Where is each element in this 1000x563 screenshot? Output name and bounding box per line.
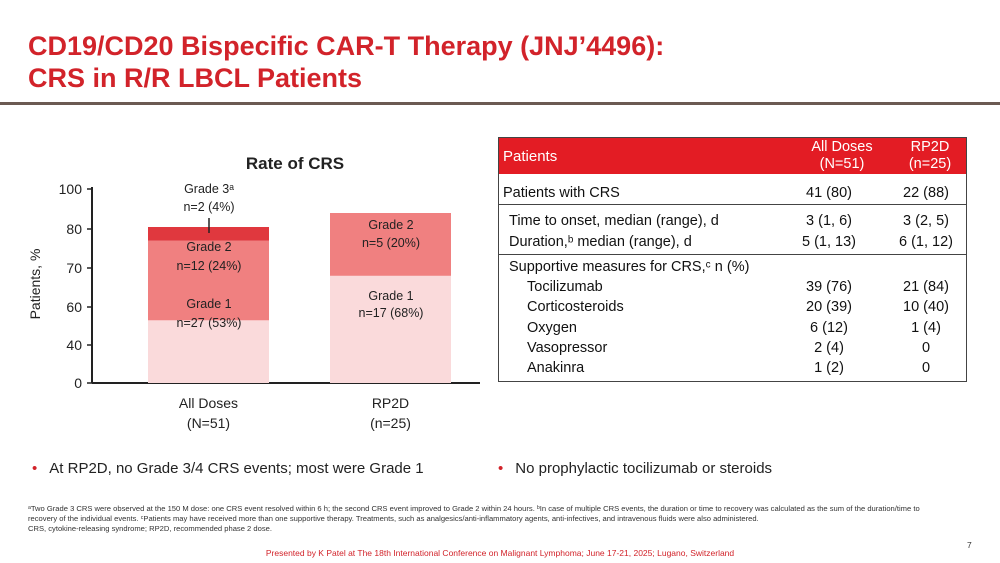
segment-data-label: n=27 (53%) <box>177 316 242 330</box>
footnote-text: ᵃTwo Grade 3 CRS were observed at the 15… <box>28 504 920 523</box>
bullet-dot-icon: • <box>498 460 504 477</box>
row-label: Duration,ᵇ median (range), d <box>509 234 692 250</box>
row-label: Corticosteroids <box>527 299 624 315</box>
segment-data-label: n=5 (20%) <box>362 236 420 250</box>
slide-title-line1: CD19/CD20 Bispecific CAR-T Therapy (JNJ’… <box>28 31 665 61</box>
y-tick-label: 70 <box>66 260 82 276</box>
category-sublabel: (n=25) <box>370 415 411 431</box>
row-value-all: 3 (1, 6) <box>806 213 852 229</box>
bar-segment-grade-1 <box>148 320 269 383</box>
bar-segment-grade-3 <box>148 227 269 241</box>
title-divider <box>0 102 1000 105</box>
row-value-rp2d: 10 (40) <box>903 299 949 315</box>
row-label: Tocilizumab <box>527 279 603 295</box>
row-label: Supportive measures for CRS,ᶜ n (%) <box>509 259 750 275</box>
slide-title: CD19/CD20 Bispecific CAR-T Therapy (JNJ’… <box>28 30 664 94</box>
crs-table: Patients All Doses (N=51) RP2D (n=25) Pa… <box>498 137 967 382</box>
row-value-rp2d: 22 (88) <box>903 185 949 201</box>
segment-data-label: Grade 2 <box>368 218 413 232</box>
bar-segment-grade-1 <box>330 275 451 383</box>
row-value-all: 6 (12) <box>810 320 848 336</box>
header-all-doses-n: (N=51) <box>819 156 865 172</box>
page-number: 7 <box>967 540 972 550</box>
table-row: Supportive measures for CRS,ᶜ n (%) <box>499 259 966 279</box>
row-value-rp2d: 6 (1, 12) <box>899 234 953 250</box>
row-value-all: 41 (80) <box>806 185 852 201</box>
bar-segment-grade-2 <box>148 240 269 321</box>
y-tick-label: 60 <box>66 299 82 315</box>
row-label: Vasopressor <box>527 340 608 356</box>
table-row: Oxygen 6 (12) 1 (4) <box>499 320 966 340</box>
grade3-callout-value: n=2 (4%) <box>183 200 234 214</box>
table-row: Corticosteroids 20 (39) 10 (40) <box>499 299 966 319</box>
header-rp2d: RP2D (n=25) <box>894 138 966 174</box>
row-divider <box>499 204 966 205</box>
category-sublabel: (N=51) <box>187 415 230 431</box>
row-value-all: 20 (39) <box>806 299 852 315</box>
header-patients: Patients <box>503 147 558 165</box>
segment-data-label: n=12 (24%) <box>177 259 242 273</box>
footnote-abbreviations: CRS, cytokine-releasing syndrome; RP2D, … <box>28 524 272 533</box>
bullet-text: No prophylactic tocilizumab or steroids <box>515 460 773 477</box>
row-label: Anakinra <box>527 360 585 376</box>
row-value-rp2d: 0 <box>921 360 931 376</box>
bullet-dot-icon: • <box>32 460 38 477</box>
row-label: Patients with CRS <box>503 185 620 201</box>
row-value-all: 2 (4) <box>814 340 844 356</box>
table-row: Tocilizumab 39 (76) 21 (84) <box>499 279 966 299</box>
row-value-all: 1 (2) <box>814 360 844 376</box>
bullet-prophylactic: • No prophylactic tocilizumab or steroids <box>498 460 772 477</box>
bullet-rp2d: • At RP2D, no Grade 3/4 CRS events; most … <box>32 460 424 477</box>
category-label: RP2D <box>372 395 409 411</box>
row-value-rp2d: 1 (4) <box>911 320 941 336</box>
presented-by: Presented by K Patel at The 18th Interna… <box>265 548 735 558</box>
y-tick-label: 0 <box>74 375 82 391</box>
table-row: Vasopressor 2 (4) 0 <box>499 340 966 360</box>
y-tick-label: 40 <box>66 337 82 353</box>
header-all-doses-title: All Doses <box>811 139 873 155</box>
row-value-rp2d: 0 <box>921 340 931 356</box>
segment-data-label: n=17 (68%) <box>359 306 424 320</box>
y-tick-label: 80 <box>66 221 82 237</box>
header-rp2d-n: (n=25) <box>908 156 952 172</box>
bullet-text: At RP2D, no Grade 3/4 CRS events; most w… <box>49 460 424 477</box>
header-all-doses: All Doses (N=51) <box>799 138 885 174</box>
table-row: Anakinra 1 (2) 0 <box>499 360 966 380</box>
table-row: Duration,ᵇ median (range), d 5 (1, 13) 6… <box>499 234 966 254</box>
row-divider <box>499 254 966 255</box>
segment-data-label: Grade 1 <box>186 297 231 311</box>
row-value-rp2d: 21 (84) <box>903 279 949 295</box>
table-row: Patients with CRS 41 (80) 22 (88) <box>499 185 966 205</box>
row-label: Oxygen <box>527 320 577 336</box>
row-value-rp2d: 3 (2, 5) <box>903 213 949 229</box>
slide-title-line2: CRS in R/R LBCL Patients <box>28 63 363 93</box>
crs-bar-chart: 0 40 60 70 80 100 All Doses (N=51) RP2D (n=25) Gra… <box>59 181 480 431</box>
table-header: Patients All Doses (N=51) RP2D (n=25) <box>499 138 966 174</box>
segment-data-label: Grade 1 <box>368 289 413 303</box>
row-label: Time to onset, median (range), d <box>509 213 719 229</box>
grade3-callout-label: Grade 3ᵃ <box>184 182 234 196</box>
bar-segment-grade-2 <box>330 213 451 276</box>
footnotes: ᵃTwo Grade 3 CRS were observed at the 15… <box>28 504 928 534</box>
row-value-all: 5 (1, 13) <box>802 234 856 250</box>
chart-title: Rate of CRS <box>245 154 345 173</box>
header-rp2d-title: RP2D <box>910 139 950 155</box>
row-value-all: 39 (76) <box>806 279 852 295</box>
y-tick-label: 100 <box>59 181 83 197</box>
table-row: Time to onset, median (range), d 3 (1, 6… <box>499 213 966 233</box>
segment-data-label: Grade 2 <box>186 240 231 254</box>
category-label: All Doses <box>179 395 238 411</box>
